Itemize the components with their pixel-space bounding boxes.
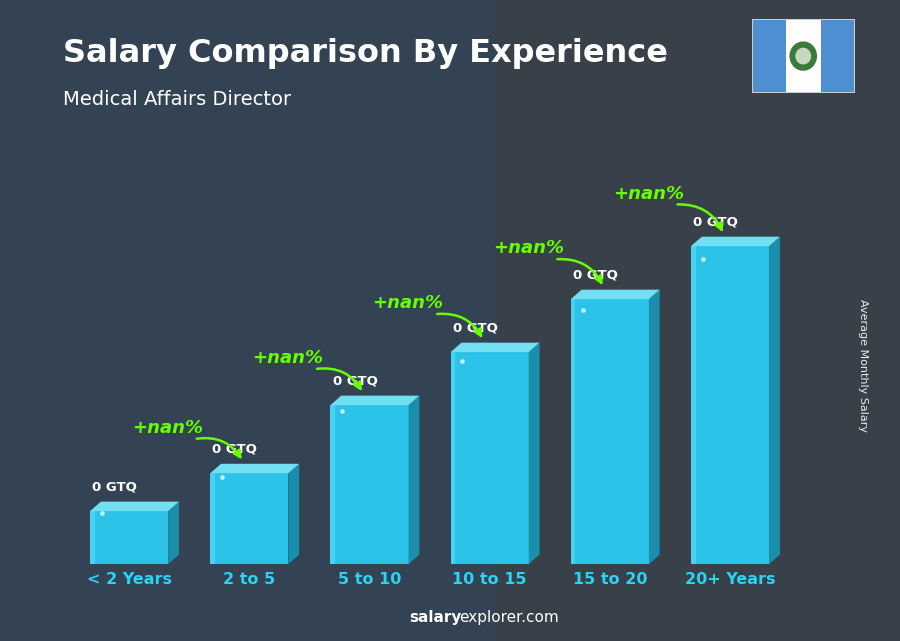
Bar (786, 19, 821, 93)
Polygon shape (330, 395, 419, 405)
Bar (821, 19, 855, 93)
Bar (691, 246, 770, 564)
Text: +nan%: +nan% (373, 294, 444, 312)
Bar (330, 405, 409, 564)
Text: Average Monthly Salary: Average Monthly Salary (859, 299, 868, 432)
Polygon shape (796, 48, 811, 64)
Polygon shape (790, 42, 816, 70)
Bar (211, 473, 288, 564)
Bar (571, 299, 649, 564)
Text: 0 GTQ: 0 GTQ (573, 269, 618, 281)
Text: +nan%: +nan% (252, 349, 323, 367)
Polygon shape (409, 395, 419, 564)
Text: 0 GTQ: 0 GTQ (693, 215, 738, 228)
Text: 0 GTQ: 0 GTQ (333, 374, 377, 387)
Polygon shape (770, 237, 780, 564)
Polygon shape (691, 237, 780, 246)
Polygon shape (649, 290, 660, 564)
Bar (90, 511, 94, 564)
Bar (0, 0, 495, 641)
Bar (752, 19, 786, 93)
Text: 0 GTQ: 0 GTQ (212, 442, 257, 456)
Polygon shape (571, 290, 660, 299)
Text: salary: salary (410, 610, 462, 625)
Bar (691, 246, 696, 564)
Polygon shape (90, 502, 179, 511)
Text: explorer.com: explorer.com (459, 610, 559, 625)
Polygon shape (211, 464, 299, 473)
Text: +nan%: +nan% (492, 240, 563, 258)
Bar (211, 473, 215, 564)
Bar (90, 511, 168, 564)
Text: +nan%: +nan% (613, 185, 684, 203)
Bar (330, 405, 335, 564)
Text: Salary Comparison By Experience: Salary Comparison By Experience (63, 38, 668, 69)
Polygon shape (528, 343, 540, 564)
Polygon shape (168, 502, 179, 564)
Text: 0 GTQ: 0 GTQ (453, 321, 498, 335)
Bar (495, 0, 900, 641)
Bar (451, 352, 528, 564)
Text: +nan%: +nan% (132, 419, 203, 437)
Text: Medical Affairs Director: Medical Affairs Director (63, 90, 291, 109)
Polygon shape (451, 343, 540, 352)
Bar (451, 352, 455, 564)
Bar (571, 299, 575, 564)
Text: 0 GTQ: 0 GTQ (92, 480, 137, 494)
Polygon shape (288, 464, 299, 564)
